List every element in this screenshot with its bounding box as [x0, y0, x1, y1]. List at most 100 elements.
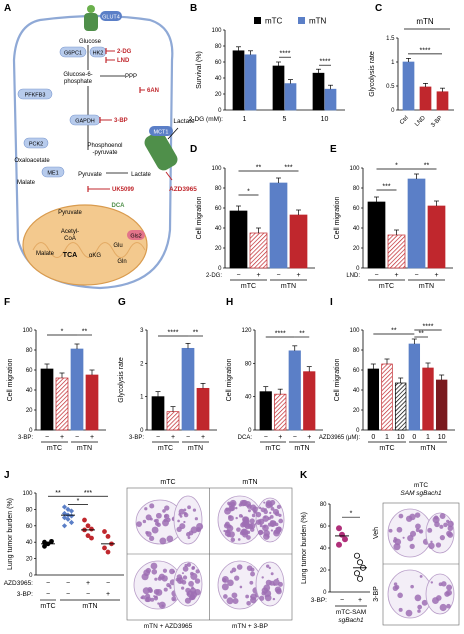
- tumor-nodule: [166, 535, 174, 543]
- data-point: [356, 575, 363, 582]
- mct1-label: MCT1: [154, 130, 169, 136]
- data-point: [89, 535, 94, 541]
- tumor-nodule: [421, 599, 428, 606]
- significance-label: **: [391, 328, 397, 335]
- chart-title: mTN: [416, 17, 434, 26]
- bar: [85, 374, 99, 431]
- treatment-sign: +: [171, 434, 175, 441]
- significance-label: ***: [284, 165, 292, 172]
- y-tick-label: 20: [215, 92, 222, 98]
- tumor-nodule: [157, 576, 162, 581]
- data-point: [85, 523, 91, 529]
- inhibitor-6an-label: 6AN: [147, 88, 159, 94]
- lactate-out-label: Lactate: [173, 118, 195, 125]
- tumor-nodule: [154, 521, 160, 526]
- y-tick-label: 0: [218, 266, 222, 272]
- tumor-nodule: [184, 563, 188, 568]
- bar: [274, 393, 287, 431]
- y-tick-label: 0: [356, 266, 360, 272]
- data-point: [89, 526, 94, 532]
- y-tick-label: 20: [26, 408, 33, 414]
- bar: [419, 86, 432, 111]
- treatment-label: AZD3965:: [4, 580, 33, 587]
- y-tick-label: 40: [215, 226, 222, 232]
- treatment-sign: −: [236, 272, 240, 279]
- significance-label: *: [77, 498, 80, 505]
- tumor-nodule: [444, 591, 450, 597]
- chart-e: 0 20 40 60 80 100 Cell migration − + − + LND: mTC mTN…: [334, 163, 453, 290]
- bar-mtn: [284, 83, 297, 111]
- pyruvate-label: Pyruvate: [78, 172, 102, 178]
- tumor-nodule: [238, 503, 242, 507]
- y-tick-label: 0: [323, 590, 327, 596]
- tumor-nodule: [229, 570, 234, 574]
- tumor-nodule: [270, 572, 274, 576]
- tumor-nodule: [196, 522, 204, 530]
- treatment-sign: 10: [438, 434, 446, 441]
- tumor-nodule: [195, 569, 200, 574]
- histology-row-label: Veh: [373, 527, 380, 539]
- inhibitor-uk5099-label: UK5099: [112, 187, 135, 193]
- y-axis-label: Cell migration: [334, 196, 341, 239]
- tumor-nodule: [235, 516, 238, 520]
- arrow-lactate-out: [167, 127, 179, 140]
- treatment-sign: −: [414, 272, 418, 279]
- tumor-nodule: [176, 526, 182, 533]
- tumor-nodule: [432, 597, 439, 604]
- tumor-nodule: [439, 513, 446, 519]
- tumor-nodule: [136, 521, 142, 527]
- tumor-nodule: [151, 569, 158, 575]
- x-category-label: 5: [283, 116, 287, 123]
- tumor-nodule: [441, 581, 447, 587]
- tumor-nodule: [270, 506, 275, 511]
- tumor-nodule: [142, 519, 147, 524]
- treatment-label: LND:: [346, 273, 360, 279]
- treatment-sign: −: [46, 580, 50, 587]
- azd-inhibitor-line: [165, 171, 173, 181]
- y-tick-label: 1.5: [386, 36, 395, 42]
- mito-malate-label: Malate: [36, 251, 55, 257]
- treatment-sign: +: [434, 272, 438, 279]
- y-tick-label: 3: [140, 328, 144, 334]
- data-point: [65, 516, 71, 522]
- treatment-sign: −: [66, 591, 70, 598]
- tumor-nodule: [267, 516, 271, 520]
- data-point: [61, 523, 68, 529]
- bar: [166, 411, 180, 431]
- tumor-nodule: [169, 568, 175, 575]
- tumor-nodule: [394, 538, 402, 546]
- tumor-nodule: [181, 586, 185, 590]
- tumor-nodule: [187, 536, 191, 540]
- tumor-nodule: [264, 595, 267, 598]
- g6pc1-box: [59, 46, 87, 58]
- glut4-transporter: [84, 13, 98, 31]
- tumor-nodule: [415, 523, 421, 530]
- tumor-nodule: [145, 514, 152, 521]
- treatment-sign: −: [293, 434, 297, 441]
- mct1-transporter: [144, 131, 178, 171]
- y-tick-label: 100: [22, 491, 33, 497]
- treatment-sign: −: [106, 580, 110, 587]
- tumor-nodule: [276, 504, 282, 509]
- treatment-sign: +: [90, 434, 94, 441]
- x-category-label: Ctrl: [399, 115, 410, 126]
- tumor-nodule: [398, 513, 404, 519]
- tumor-nodule: [185, 587, 191, 594]
- tumor-nodule: [278, 581, 283, 587]
- tumor-nodule: [269, 503, 273, 508]
- g6pc1-label: G6PC1: [64, 51, 82, 57]
- tumor-nodule: [261, 576, 264, 579]
- significance-label: ****: [320, 59, 331, 66]
- treatment-sign: −: [45, 434, 49, 441]
- tumor-nodule: [153, 519, 157, 523]
- mito-cristae: [32, 242, 146, 258]
- y-axis-label: Glycolysis rate: [118, 357, 125, 403]
- tumor-nodule: [188, 580, 194, 587]
- tumor-nodule: [182, 566, 189, 572]
- tumor-nodule: [272, 597, 276, 601]
- histology-title: mTN: [242, 479, 257, 486]
- mct1-tag: [149, 126, 173, 136]
- y-tick-label: 80: [215, 186, 222, 192]
- tumor-nodule: [270, 520, 274, 524]
